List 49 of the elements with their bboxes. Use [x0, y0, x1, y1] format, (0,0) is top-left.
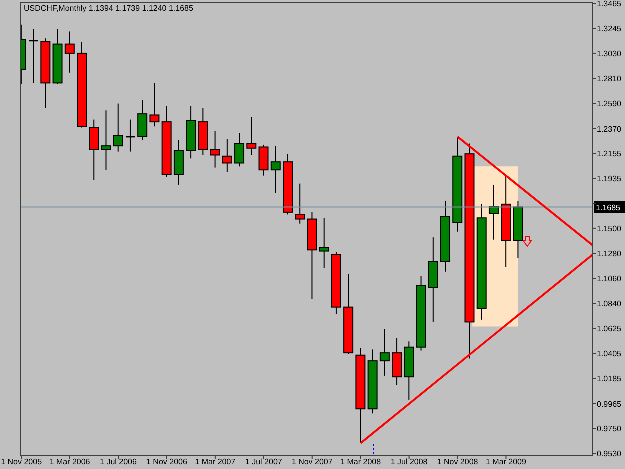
x-tick-label: 1 Jul 2007 — [245, 458, 283, 467]
ref-line-label: 1.1685 — [596, 203, 622, 212]
candlestick — [380, 328, 390, 376]
y-tick-label: 0.9750 — [597, 424, 622, 434]
x-tick-label: 1 Mar 2006 — [50, 458, 91, 467]
y-tick-label: 1.2810 — [597, 74, 622, 84]
x-tick-label: 1 Jul 2008 — [390, 458, 428, 467]
y-tick-label: 1.2590 — [597, 100, 622, 109]
candlestick — [246, 117, 257, 156]
x-tick-label: 1 Jul 2006 — [100, 458, 138, 467]
y-tick-label: 1.3245 — [597, 24, 622, 34]
x-tick-label: 1 Nov 2006 — [146, 458, 188, 467]
y-tick-label: 1.2370 — [597, 124, 622, 134]
candlestick — [295, 183, 306, 224]
x-tick-label: 1 Mar 2007 — [195, 458, 236, 467]
candlestick — [488, 184, 499, 240]
y-tick-label: 0.9965 — [597, 400, 622, 409]
y-tick-label: 1.0840 — [597, 300, 622, 309]
x-tick-label: 1 Nov 2005 — [1, 458, 43, 467]
x-tick-label: 1 Nov 2008 — [437, 458, 479, 467]
candlestick — [28, 28, 39, 84]
x-tick-label: 1 Mar 2008 — [340, 458, 382, 467]
chart-title: USDCHF,Monthly 1.1394 1.1739 1.1240 1.1685 — [24, 4, 194, 13]
candlestick — [113, 103, 124, 152]
y-tick-label: 1.1935 — [597, 174, 622, 184]
candlestick — [125, 119, 136, 152]
y-tick-label: 1.0185 — [597, 374, 622, 384]
candlestick — [234, 133, 245, 168]
candlestick — [150, 82, 160, 128]
candlestick — [89, 119, 100, 181]
x-tick-label: 1 Mar 2009 — [486, 458, 528, 467]
candlestick — [222, 138, 232, 173]
x-tick-label: 1 Nov 2007 — [292, 458, 334, 467]
candlestick — [319, 218, 330, 269]
candlestick — [64, 31, 75, 74]
y-tick-label: 1.3465 — [597, 0, 622, 9]
candlestick — [138, 100, 148, 141]
y-tick-label: 1.2155 — [597, 149, 622, 158]
candlestick — [270, 146, 281, 194]
y-tick-label: 0.9530 — [597, 450, 622, 459]
y-tick-label: 1.3030 — [597, 49, 622, 58]
candlestick — [258, 144, 269, 176]
y-tick-label: 1.1280 — [597, 249, 622, 258]
y-tick-label: 1.0405 — [597, 349, 622, 358]
y-tick-label: 1.1500 — [597, 224, 622, 234]
candlestick — [101, 110, 112, 171]
y-tick-label: 1.0625 — [597, 324, 622, 334]
candlestick — [210, 130, 220, 168]
y-tick-label: 1.1060 — [597, 274, 622, 284]
